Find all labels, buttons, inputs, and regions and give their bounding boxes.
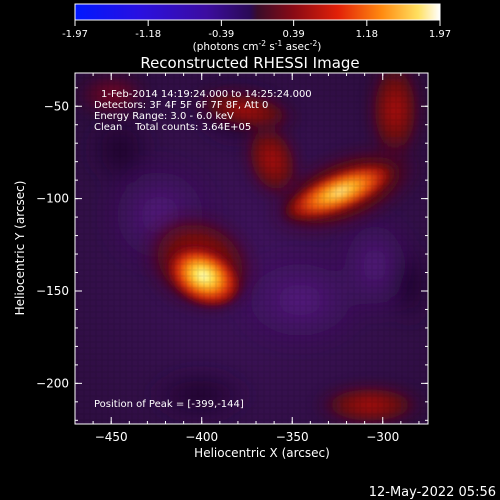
plot-frame xyxy=(74,72,429,425)
annotation-detectors: Detectors: 3F 4F 5F 6F 7F 8F, Att 0 xyxy=(94,100,268,111)
colorbar-gradient xyxy=(74,3,441,21)
colorbar-tick-label: -0.39 xyxy=(208,29,234,40)
y-tick-label: −50 xyxy=(44,99,69,113)
x-tick-label: −300 xyxy=(366,430,399,444)
x-axis-label: Heliocentric X (arcsec) xyxy=(194,446,330,460)
pixel-grid xyxy=(75,73,428,424)
x-tick-label: −450 xyxy=(95,430,128,444)
colorbar-tick-label: 0.39 xyxy=(282,29,304,40)
colorbar-tick-label: -1.18 xyxy=(135,29,161,40)
y-tick-label: −200 xyxy=(36,376,69,390)
chart-title: Reconstructed RHESSI Image xyxy=(140,54,359,72)
x-tick-label: −400 xyxy=(185,430,218,444)
colorbar-tick-label: 1.97 xyxy=(429,29,451,40)
annotations: 1-Feb-2014 14:19:24.000 to 14:25:24.000 … xyxy=(94,89,312,410)
annotation-clean: Clean Total counts: 3.64E+05 xyxy=(94,122,251,133)
peak-position-label: Position of Peak = [-399,-144] xyxy=(94,399,244,410)
colorbar-unit-label: (photons cm-2 s-1 asec-2) xyxy=(193,39,322,53)
x-tick-label: −350 xyxy=(276,430,309,444)
colorbar-tick-label: -1.97 xyxy=(62,29,88,40)
colorbar: -1.97 -1.18 -0.39 0.39 1.18 1.97 (photons cm-… xyxy=(62,3,451,53)
annotation-time: 1-Feb-2014 14:19:24.000 to 14:25:24.000 xyxy=(101,89,312,100)
y-axis: −50 −100 −150 −200 xyxy=(36,87,428,421)
colorbar-tick-label: 1.18 xyxy=(356,29,378,40)
y-tick-label: −100 xyxy=(36,192,69,206)
colorbar-ticks: -1.97 -1.18 -0.39 0.39 1.18 1.97 xyxy=(62,20,451,40)
heatmap-image xyxy=(75,73,428,424)
y-axis-label: Heliocentric Y (arcsec) xyxy=(13,181,27,316)
y-tick-label: −150 xyxy=(36,284,69,298)
footer-timestamp: 12-May-2022 05:56 xyxy=(369,485,496,500)
x-axis: −450 −400 −350 −300 xyxy=(92,73,420,444)
annotation-energy: Energy Range: 3.0 - 6.0 keV xyxy=(94,111,234,122)
